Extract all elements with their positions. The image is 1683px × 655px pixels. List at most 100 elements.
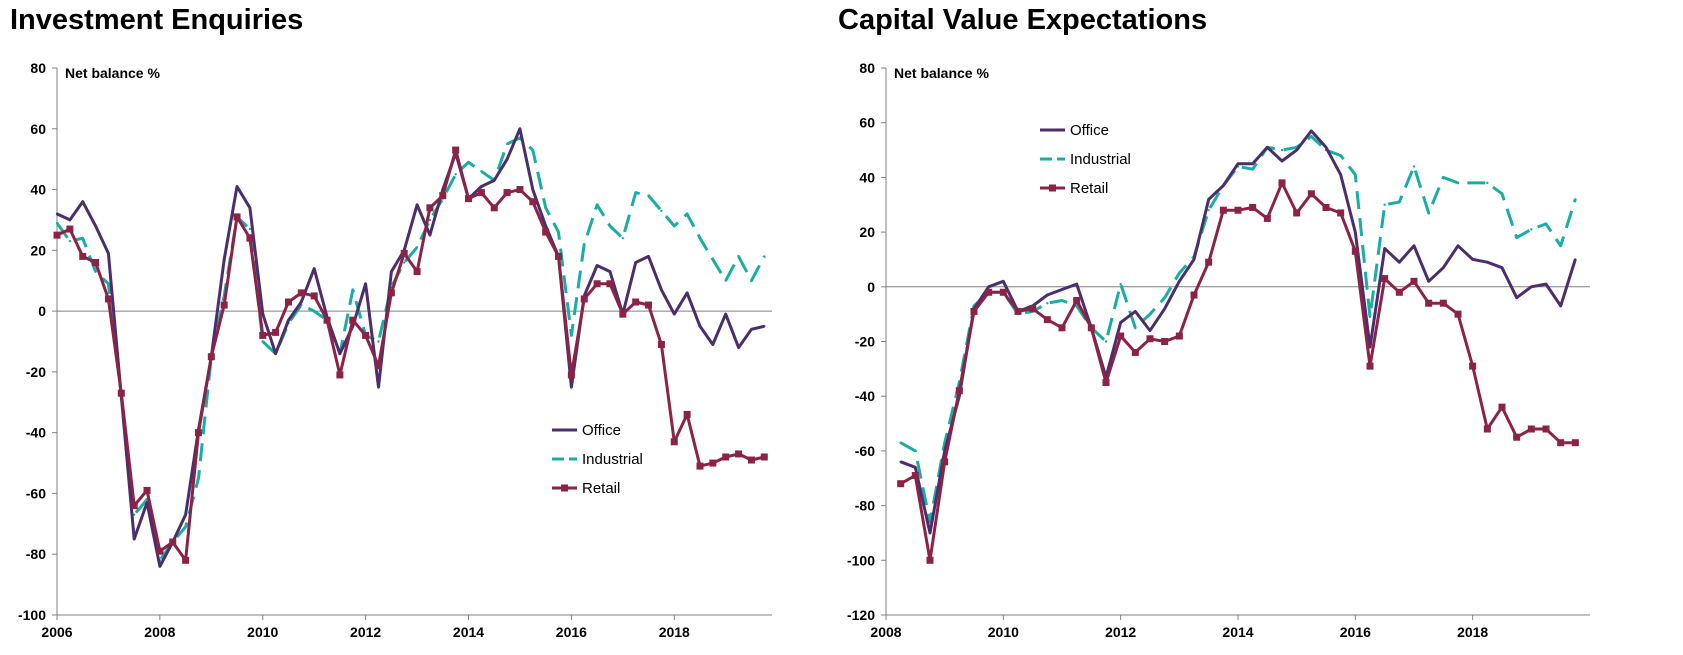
x-tick-label: 2010 bbox=[988, 624, 1019, 640]
data-point-retail bbox=[297, 289, 305, 297]
y-tick-label: 20 bbox=[30, 242, 46, 258]
data-point-retail bbox=[1043, 316, 1051, 324]
data-point-retail bbox=[1293, 209, 1301, 217]
data-point-industrial bbox=[197, 477, 200, 480]
data-point-retail bbox=[117, 389, 125, 397]
data-point-office bbox=[608, 270, 612, 273]
y-tick-label: 80 bbox=[859, 60, 875, 76]
data-point-retail bbox=[1249, 203, 1257, 211]
data-point-retail bbox=[1058, 324, 1066, 332]
data-point-industrial bbox=[1442, 176, 1445, 179]
data-point-industrial bbox=[184, 525, 187, 529]
data-point-office bbox=[1266, 146, 1269, 149]
data-point-industrial bbox=[1134, 326, 1137, 330]
data-point-industrial bbox=[107, 282, 110, 285]
data-point-retail bbox=[1395, 288, 1403, 296]
data-point-retail bbox=[1307, 190, 1315, 198]
data-point-retail bbox=[413, 268, 421, 276]
data-point-office bbox=[685, 291, 689, 295]
x-tick-label: 2012 bbox=[1105, 624, 1136, 640]
data-point-retail bbox=[1263, 214, 1271, 222]
data-point-industrial bbox=[415, 246, 419, 249]
data-point-industrial bbox=[685, 212, 689, 216]
legend-marker-retail bbox=[1049, 184, 1056, 192]
data-point-industrial bbox=[1339, 154, 1342, 157]
data-point-retail bbox=[1454, 310, 1462, 318]
data-point-industrial bbox=[1119, 282, 1122, 286]
y-tick-label: -80 bbox=[855, 498, 875, 514]
data-point-retail bbox=[1175, 332, 1183, 340]
data-point-retail bbox=[1439, 299, 1447, 307]
data-point-retail bbox=[1483, 425, 1491, 433]
data-point-retail bbox=[182, 556, 190, 564]
data-point-industrial bbox=[1559, 244, 1562, 247]
data-point-retail bbox=[336, 371, 344, 379]
data-point-retail bbox=[1571, 439, 1579, 447]
data-point-retail bbox=[1322, 203, 1330, 211]
data-point-office bbox=[1515, 296, 1518, 299]
data-point-industrial bbox=[1486, 181, 1489, 185]
data-point-retail bbox=[1425, 299, 1433, 307]
y-tick-label: 40 bbox=[859, 169, 875, 185]
data-point-office bbox=[750, 328, 753, 331]
data-point-retail bbox=[735, 450, 743, 458]
data-point-industrial bbox=[595, 203, 599, 206]
data-point-office bbox=[415, 203, 419, 206]
data-point-industrial bbox=[899, 441, 902, 444]
data-point-retail bbox=[1219, 206, 1227, 214]
data-point-industrial bbox=[1427, 211, 1430, 215]
data-point-retail bbox=[985, 288, 993, 296]
data-point-retail bbox=[400, 249, 408, 257]
x-tick-label: 2006 bbox=[41, 624, 72, 640]
data-point-industrial bbox=[1471, 181, 1474, 185]
data-point-industrial bbox=[261, 340, 264, 343]
data-point-office bbox=[158, 565, 162, 568]
x-tick-label: 2014 bbox=[1222, 624, 1253, 640]
data-point-retail bbox=[567, 371, 575, 379]
series-line-industrial bbox=[899, 134, 1577, 524]
data-point-retail bbox=[1190, 291, 1198, 299]
data-point-retail bbox=[1234, 206, 1242, 214]
data-point-office bbox=[287, 319, 290, 322]
data-point-office bbox=[68, 218, 72, 222]
chart-title: Investment Enquiries bbox=[10, 4, 304, 36]
data-point-industrial bbox=[1530, 228, 1533, 231]
data-point-office bbox=[1486, 260, 1489, 264]
data-point-industrial bbox=[94, 270, 97, 273]
data-point-retail bbox=[747, 456, 755, 464]
x-tick-label: 2018 bbox=[1457, 624, 1488, 640]
series-line-industrial bbox=[55, 136, 766, 562]
data-point-retail bbox=[323, 316, 331, 324]
data-point-retail bbox=[645, 301, 653, 309]
data-point-retail bbox=[760, 453, 768, 461]
data-point-office bbox=[1236, 162, 1240, 165]
data-point-office bbox=[595, 264, 599, 267]
data-point-industrial bbox=[1075, 304, 1078, 308]
data-point-office bbox=[1383, 247, 1386, 250]
data-point-industrial bbox=[660, 209, 663, 213]
data-point-retail bbox=[926, 556, 934, 564]
data-point-retail bbox=[670, 438, 678, 446]
data-point-retail bbox=[709, 459, 717, 467]
data-point-industrial bbox=[505, 142, 509, 146]
data-point-office bbox=[1530, 285, 1533, 288]
x-tick-label: 2010 bbox=[247, 624, 278, 640]
data-point-industrial bbox=[1544, 222, 1548, 226]
data-point-retail bbox=[1337, 209, 1345, 217]
data-point-office bbox=[518, 127, 522, 130]
data-point-office bbox=[1500, 266, 1504, 269]
y-tick-label: 40 bbox=[30, 182, 46, 198]
data-point-office bbox=[1251, 162, 1254, 165]
data-point-retail bbox=[53, 231, 61, 239]
data-point-office bbox=[184, 513, 187, 516]
data-point-industrial bbox=[1354, 173, 1357, 176]
data-point-retail bbox=[1527, 425, 1535, 433]
data-point-industrial bbox=[480, 170, 483, 173]
data-point-retail bbox=[92, 258, 100, 266]
data-point-retail bbox=[1557, 439, 1565, 447]
data-point-industrial bbox=[1207, 209, 1210, 212]
data-point-office bbox=[1060, 288, 1064, 291]
chart-title: Capital Value Expectations bbox=[838, 4, 1208, 36]
data-point-office bbox=[1192, 258, 1196, 261]
data-point-office bbox=[55, 212, 59, 216]
